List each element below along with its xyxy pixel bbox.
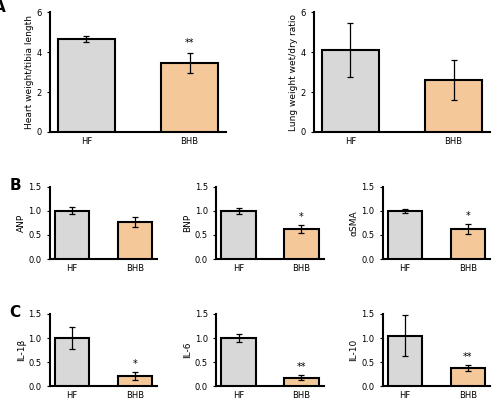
Y-axis label: Heart weight/tibia length: Heart weight/tibia length xyxy=(24,15,34,129)
Y-axis label: IL-10: IL-10 xyxy=(350,339,358,361)
Bar xyxy=(284,229,319,259)
Y-axis label: ANP: ANP xyxy=(17,214,26,232)
Bar xyxy=(450,368,485,386)
Bar xyxy=(55,338,90,386)
Y-axis label: αSMA: αSMA xyxy=(350,210,358,236)
Y-axis label: BNP: BNP xyxy=(183,214,192,232)
Y-axis label: IL-6: IL-6 xyxy=(183,342,192,358)
Text: A: A xyxy=(0,0,6,15)
Text: *: * xyxy=(133,359,138,369)
Bar xyxy=(221,338,256,386)
Text: *: * xyxy=(299,212,304,222)
Bar xyxy=(450,229,485,259)
Bar xyxy=(388,336,422,386)
Bar xyxy=(284,378,319,386)
Bar xyxy=(388,211,422,259)
Bar xyxy=(118,376,152,386)
Text: B: B xyxy=(9,178,21,193)
Bar xyxy=(322,50,379,132)
Y-axis label: Lung weight wet/dry ratio: Lung weight wet/dry ratio xyxy=(288,14,298,131)
Bar xyxy=(161,63,218,132)
Text: **: ** xyxy=(185,38,194,48)
Bar xyxy=(55,211,90,259)
Bar xyxy=(425,80,482,132)
Text: **: ** xyxy=(296,363,306,372)
Bar xyxy=(118,222,152,259)
Text: *: * xyxy=(466,211,470,222)
Y-axis label: IL-1β: IL-1β xyxy=(17,339,26,361)
Bar xyxy=(58,39,115,132)
Text: C: C xyxy=(9,305,20,320)
Text: **: ** xyxy=(463,352,472,362)
Bar xyxy=(221,211,256,259)
